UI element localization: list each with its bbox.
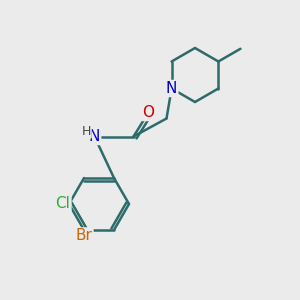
Text: Cl: Cl: [56, 196, 70, 211]
Text: N: N: [89, 129, 100, 144]
Text: N: N: [166, 81, 177, 96]
Text: H: H: [81, 124, 91, 138]
Text: Br: Br: [76, 229, 92, 244]
Text: O: O: [142, 105, 154, 120]
